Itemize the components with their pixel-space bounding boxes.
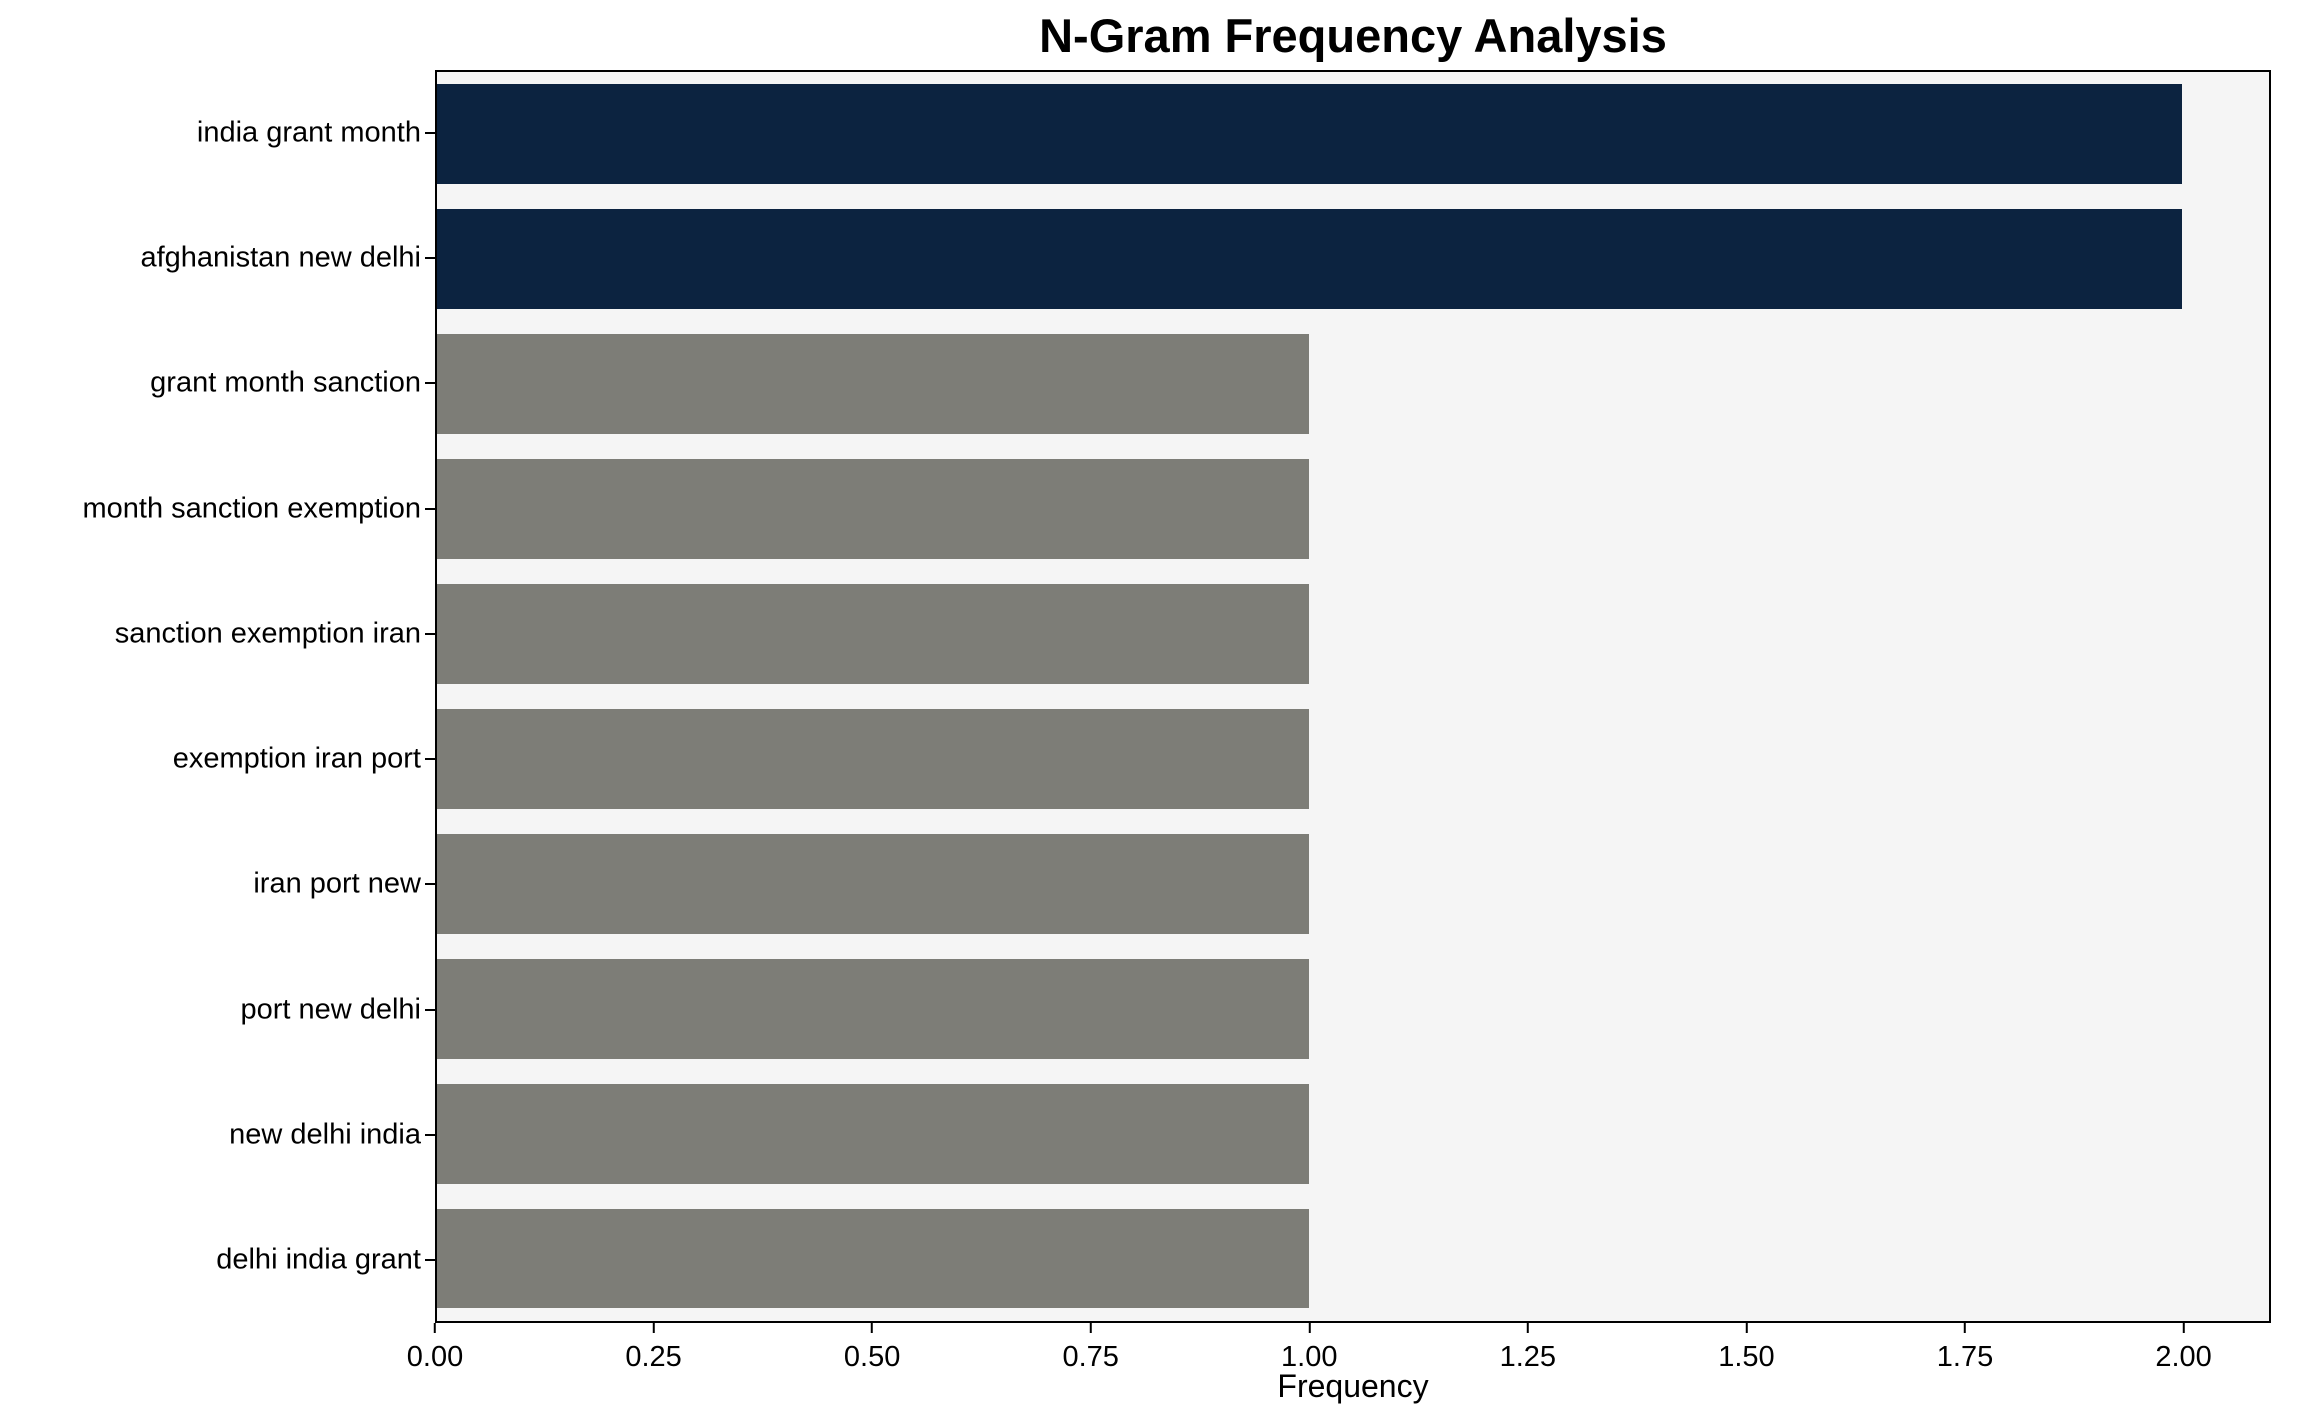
x-tick-0.50: 0.50: [844, 1323, 900, 1374]
x-tick-mark: [871, 1323, 874, 1333]
x-tick-label: 0.50: [843, 1341, 901, 1373]
x-tick-mark: [1745, 1323, 1748, 1333]
x-tick-mark: [652, 1323, 655, 1333]
x-axis-title: Frequency: [1277, 1368, 1429, 1404]
y-tick-mark: [425, 632, 435, 635]
bar-month-sanction-exemption: [437, 459, 1310, 560]
x-tick-0.00: 0.00: [407, 1323, 463, 1374]
x-tick-label: 2.00: [2155, 1341, 2212, 1373]
x-tick-2.00: 2.00: [2155, 1323, 2212, 1374]
plot-area: [435, 70, 2271, 1323]
x-tick-label: 0.25: [625, 1341, 682, 1373]
y-tick-label-afghanistan-new-delhi: afghanistan new delhi: [140, 241, 421, 274]
y-tick-mark: [425, 131, 435, 134]
x-tick-1.75: 1.75: [1937, 1323, 1993, 1374]
x-tick-label: 1.50: [1718, 1341, 1775, 1373]
y-tick-label-port-new-delhi: port new delhi: [240, 993, 421, 1026]
x-tick-mark: [1963, 1323, 1966, 1333]
x-tick-mark: [1308, 1323, 1311, 1333]
x-tick-1.25: 1.25: [1500, 1323, 1556, 1374]
y-tick-mark: [425, 507, 435, 510]
bar-new-delhi-india: [437, 1083, 1310, 1184]
y-tick-label-india-grant-month: india grant month: [196, 116, 421, 149]
x-tick-mark: [1089, 1323, 1092, 1333]
x-tick-label: 0.00: [406, 1341, 464, 1373]
y-tick-mark: [425, 1008, 435, 1011]
y-tick-mark: [425, 1134, 435, 1137]
y-tick-label-sanction-exemption-iran: sanction exemption iran: [114, 617, 421, 650]
x-tick-label: 0.75: [1062, 1341, 1119, 1373]
x-tick-label: 1.75: [1936, 1341, 1994, 1373]
x-tick-label: 1.25: [1499, 1341, 1557, 1373]
bar-sanction-exemption-iran: [437, 584, 1310, 684]
bar-india-grant-month: [437, 84, 2182, 185]
y-tick-label-exemption-iran-port: exemption iran port: [172, 742, 421, 775]
bar-afghanistan-new-delhi: [437, 209, 2182, 310]
y-tick-label-iran-port-new: iran port new: [253, 867, 421, 900]
bar-delhi-india-grant: [437, 1208, 1310, 1309]
x-tick-0.25: 0.25: [625, 1323, 682, 1374]
y-tick-label-delhi-india-grant: delhi india grant: [216, 1243, 421, 1276]
y-tick-label-grant-month-sanction: grant month sanction: [150, 366, 421, 399]
y-tick-mark: [425, 382, 435, 385]
y-tick-label-new-delhi-india: new delhi india: [229, 1118, 421, 1151]
y-tick-mark: [425, 758, 435, 761]
x-axis-ticks: 0.00 0.25 0.50 0.75 1.00 1.25 1.50 1.75 2.00: [407, 1323, 2271, 1383]
y-tick-label-month-sanction-exemption: month sanction exemption: [82, 492, 421, 525]
x-tick-0.75: 0.75: [1062, 1323, 1119, 1374]
x-tick-1.50: 1.50: [1718, 1323, 1775, 1374]
bar-iran-port-new: [437, 833, 1310, 934]
x-tick-mark: [1526, 1323, 1529, 1333]
y-tick-mark: [425, 883, 435, 886]
x-tick-1.00: 1.00: [1281, 1323, 1338, 1374]
bar-grant-month-sanction: [437, 334, 1310, 435]
chart-title: N-Gram Frequency Analysis: [1039, 9, 1667, 62]
y-axis-ticks: [425, 70, 435, 1323]
bar-exemption-iran-port: [437, 708, 1310, 809]
y-tick-mark: [425, 256, 435, 259]
x-tick-label: 1.00: [1281, 1341, 1338, 1373]
bar-port-new-delhi: [437, 958, 1310, 1059]
y-axis-labels: india grant month afghanistan new delhi gr…: [0, 70, 421, 1323]
x-tick-mark: [433, 1323, 436, 1333]
y-tick-mark: [425, 1259, 435, 1262]
x-tick-mark: [2182, 1323, 2185, 1333]
